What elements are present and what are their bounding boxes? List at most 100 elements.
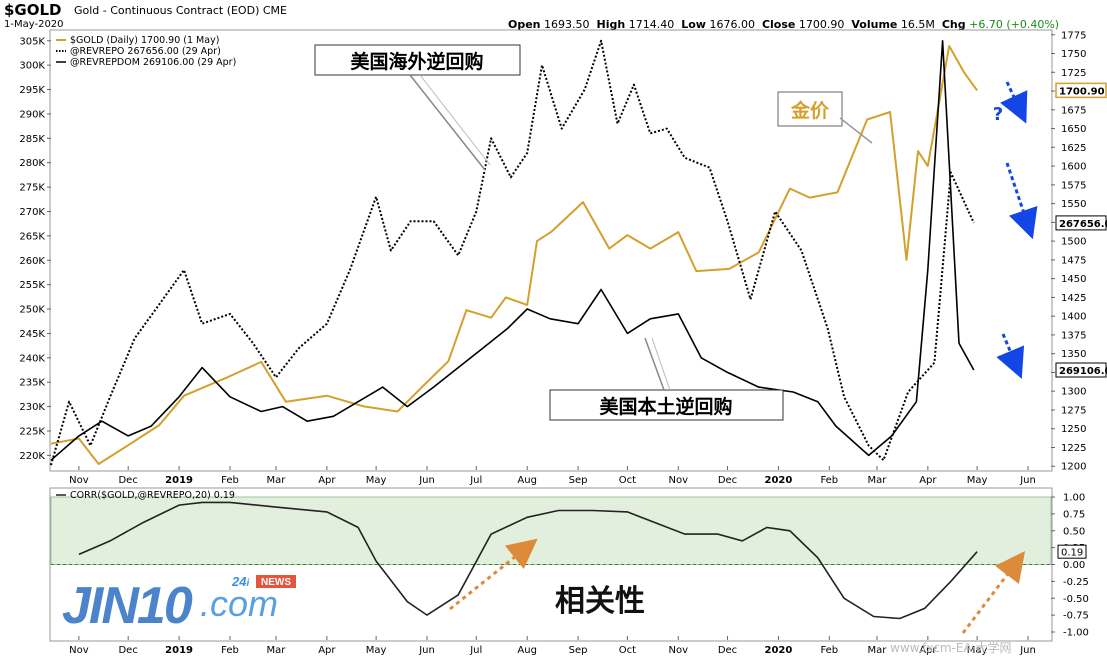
x-tick-label: Aug	[517, 475, 537, 486]
right-tick-label: 1600	[1061, 162, 1086, 173]
x-tick-label: Jun	[1019, 475, 1036, 486]
x-tick-label: Mar	[868, 475, 888, 486]
chart-date: 1-May-2020	[4, 19, 64, 30]
x-tick-label: Feb	[820, 475, 838, 486]
annotation-gold-price-text: 金价	[790, 99, 830, 122]
x-tick-label: Nov	[69, 645, 89, 656]
left-tick-label: 285K	[19, 134, 45, 145]
left-tick-label: 305K	[19, 36, 45, 47]
right-tick-label: 1375	[1061, 330, 1086, 341]
right-tick-label: 1250	[1061, 424, 1086, 435]
x-tick-label: Apr	[318, 645, 336, 656]
x-tick-label: Sep	[569, 475, 588, 486]
badge-revrepodom-last: 269106.0	[1055, 362, 1107, 378]
badge-revrepo-last: 267656.0	[1055, 215, 1107, 231]
legend-gold: $GOLD (Daily) 1700.90 (1 May)	[70, 35, 219, 46]
x-tick-label: Sep	[569, 645, 588, 656]
x-axis-ticks-corr: Nov Dec 2019 Feb Mar Apr May Jun Jul Aug Sep Oct Nov…	[69, 636, 1036, 656]
left-tick-label: 275K	[19, 183, 45, 194]
series-lines	[50, 39, 978, 466]
corr-series-line	[78, 501, 978, 620]
logo-news-text: NEWS	[261, 577, 291, 588]
x-tick-label: May	[366, 645, 387, 656]
revrepo-line	[50, 39, 975, 466]
logo-news-badge	[256, 575, 296, 588]
logo-jin10: JIN10	[62, 577, 193, 635]
logo-24: 24i	[231, 574, 249, 589]
right-tick-label: 1450	[1061, 274, 1086, 285]
x-tick-label: Mar	[267, 475, 287, 486]
open-label: Open	[508, 18, 541, 31]
legend-corr: CORR($GOLD,@REVREPO,20) 0.19	[70, 490, 235, 501]
badge-revrepo-text: 267656.0	[1059, 219, 1107, 230]
right-tick-label: 1425	[1061, 293, 1086, 304]
x-tick-label: Jun	[418, 645, 435, 656]
x-tick-label: Mar	[868, 645, 888, 656]
x-tick-label: Oct	[619, 645, 636, 656]
right-tick-label: 1400	[1061, 312, 1086, 323]
left-tick-label: 300K	[19, 61, 45, 72]
left-axis-ticks: 220K 225K 230K 235K 240K 245K 250K 255K 260K 265K…	[19, 36, 51, 462]
x-axis-ticks-main: Nov Dec 2019 Feb Mar Apr May Jun Jul Aug Sep Oct Nov…	[69, 466, 1036, 486]
right-tick-label: 1725	[1061, 68, 1086, 79]
x-tick-label: 2020	[765, 645, 793, 656]
x-tick-label: Dec	[118, 645, 137, 656]
x-tick-label: May	[967, 475, 988, 486]
left-tick-label: 245K	[19, 329, 45, 340]
annotation-domestic-repo: 美国本土逆回购	[549, 337, 784, 421]
x-tick-label: Feb	[221, 645, 239, 656]
x-tick-label: Nov	[668, 475, 688, 486]
arrow-up-corr-2	[961, 551, 1026, 634]
left-tick-label: 240K	[19, 353, 45, 364]
badge-corr-last: 0.19	[1057, 544, 1087, 559]
x-tick-label: Jun	[1019, 645, 1036, 656]
watermark: www.fxcm-EA·大学网	[890, 640, 1012, 655]
badge-corr-text: 0.19	[1061, 548, 1083, 559]
corr-tick-label: 0.50	[1063, 526, 1085, 537]
legend-revrepo: @REVREPO 267656.00 (29 Apr)	[70, 46, 221, 57]
x-tick-label: Apr	[919, 645, 937, 656]
corr-tick-label: -0.75	[1063, 611, 1089, 622]
right-tick-label: 1550	[1061, 199, 1086, 210]
x-tick-label: Aug	[517, 645, 537, 656]
x-tick-label: Mar	[267, 645, 287, 656]
question-mark: ?	[993, 104, 1003, 125]
left-tick-label: 295K	[19, 85, 45, 96]
left-tick-label: 230K	[19, 402, 45, 413]
open-value: 1693.50	[544, 18, 590, 31]
arrow-down-revrepo	[1005, 162, 1038, 240]
right-tick-label: 1750	[1061, 49, 1086, 60]
right-tick-label: 1350	[1061, 349, 1086, 360]
close-value: 1700.90	[798, 18, 845, 31]
right-tick-label: 1625	[1061, 143, 1086, 154]
right-tick-label: 1575	[1061, 180, 1086, 191]
left-tick-label: 220K	[19, 451, 45, 462]
x-tick-label: May	[366, 475, 387, 486]
corr-tick-label: 0.75	[1063, 509, 1085, 520]
left-tick-label: 260K	[19, 256, 45, 267]
gold-price-line	[50, 45, 978, 465]
right-tick-label: 1225	[1061, 443, 1086, 454]
x-tick-label: May	[967, 645, 988, 656]
x-tick-label: 2019	[165, 475, 193, 486]
corr-tick-label: -0.25	[1063, 577, 1089, 588]
revrepodom-line	[50, 39, 975, 461]
x-tick-label: Dec	[118, 475, 137, 486]
close-label: Close	[761, 18, 796, 31]
x-tick-label: Jun	[418, 475, 435, 486]
annotation-gold-price: 金价	[777, 91, 873, 144]
arrow-down-gold	[1000, 81, 1028, 124]
x-tick-label: Jul	[469, 475, 482, 486]
annotation-overseas-repo: 美国海外逆回购	[314, 44, 521, 171]
volume-label: Volume	[851, 18, 898, 31]
badge-revrepodom-text: 269106.0	[1059, 366, 1107, 377]
x-tick-label: Jul	[469, 645, 482, 656]
corr-line	[78, 501, 978, 620]
x-tick-label: Nov	[668, 645, 688, 656]
right-tick-label: 1675	[1061, 105, 1086, 116]
right-tick-label: 1775	[1061, 30, 1086, 41]
chart-symbol: $GOLD	[4, 1, 62, 19]
legend-revrepodom: @REVREPDOM 269106.00 (29 Apr)	[70, 57, 236, 68]
arrow-down-revrepodom	[996, 333, 1025, 379]
